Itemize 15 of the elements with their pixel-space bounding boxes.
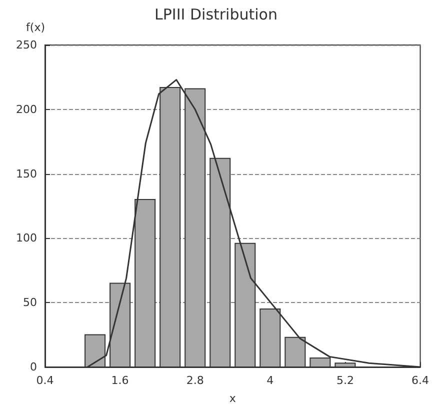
y-tick-label: 100 [16, 232, 37, 245]
y-tick-label: 250 [16, 38, 37, 52]
x-tick-label: 2.8 [186, 374, 204, 387]
y-tick-label: 50 [23, 296, 37, 310]
y-tick-label: 0 [30, 360, 37, 374]
y-tick-label: 200 [16, 102, 37, 116]
x-tick-label: 6.4 [412, 374, 430, 387]
x-axis-title: x [229, 392, 236, 405]
chart-title: LPIII Distribution [154, 6, 278, 24]
x-tick-label: 0.4 [36, 374, 54, 387]
y-axis-title: f(x) [26, 21, 45, 34]
x-tick-label: 5.2 [336, 374, 354, 387]
y-tick-label: 150 [16, 167, 37, 180]
x-tick-label: 1.6 [111, 374, 129, 387]
x-tick-label: 4 [266, 374, 274, 387]
